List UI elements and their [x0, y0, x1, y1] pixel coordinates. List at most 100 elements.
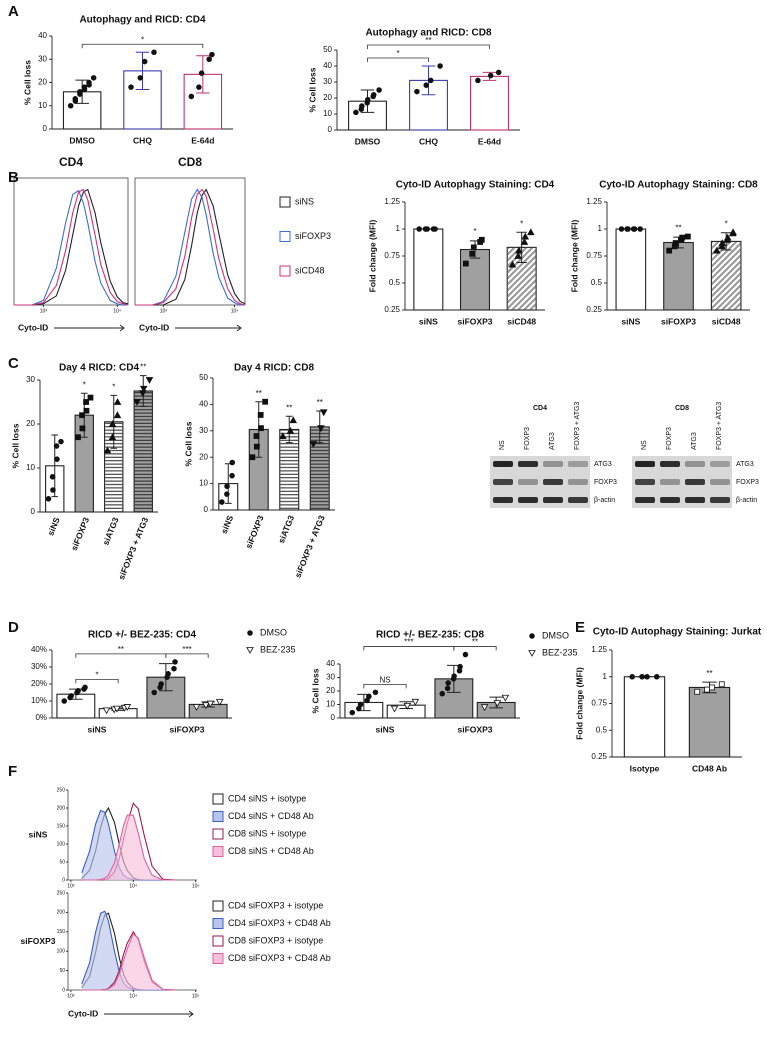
bar [470, 75, 509, 131]
lane-label: ATG3 [691, 432, 698, 450]
x-tick-label: siNS [88, 724, 107, 734]
x-tick-label: 10⁴ [129, 993, 137, 999]
data-point [390, 705, 399, 713]
legend-label: CD8 siNS + CD48 Ab [228, 846, 314, 856]
y-tick-label: 40% [31, 645, 47, 654]
legend-label: CD4 siFOXP3 + isotype [228, 900, 323, 910]
data-point [102, 707, 111, 715]
density-line [135, 188, 246, 306]
blot-band [493, 497, 513, 503]
blot-band [543, 497, 563, 503]
data-point [631, 226, 638, 232]
data-point [81, 84, 88, 90]
data-point [644, 673, 650, 680]
bar [688, 686, 731, 758]
y-tick-label: 20 [199, 452, 208, 461]
x-tick-label: siCD48 [507, 316, 536, 326]
data-point [493, 700, 502, 708]
data-point [376, 87, 382, 93]
y-tick-label: 10 [199, 479, 208, 488]
data-point [72, 96, 79, 102]
band-label: ATG3 [594, 461, 612, 468]
significance-bracket [75, 679, 119, 684]
band-label: β-actin [736, 497, 757, 504]
data-point [424, 226, 430, 232]
y-tick-label: 20 [26, 419, 35, 428]
data-point [165, 671, 171, 677]
data-point [357, 701, 364, 708]
density-area [81, 810, 177, 880]
row-label: siFOXP3 [21, 936, 56, 946]
data-point [229, 472, 235, 479]
data-point [123, 704, 132, 711]
x-tick-label: E-64d [191, 135, 214, 145]
data-point [654, 673, 660, 680]
x-tick-label: siATG3 [101, 516, 121, 547]
data-point [359, 103, 365, 109]
x-tick-label: DMSO [355, 136, 381, 146]
data-point [309, 441, 318, 448]
data-point [470, 244, 477, 251]
data-point [249, 454, 256, 461]
data-point [246, 647, 254, 654]
data-point [444, 685, 451, 692]
y-tick-label: 30 [38, 54, 47, 63]
y-tick-label: 50 [59, 968, 65, 974]
x-tick-label: siNS [376, 724, 395, 734]
data-point [82, 684, 88, 691]
data-point [75, 434, 81, 441]
data-point [501, 694, 510, 702]
data-point [414, 88, 420, 95]
density-line [81, 814, 177, 881]
data-point [618, 226, 625, 232]
data-point [58, 438, 64, 445]
data-point [370, 92, 377, 98]
y-tick-label: 0.75 [586, 251, 602, 260]
significance-bracket [75, 653, 167, 658]
data-point [103, 446, 112, 454]
data-point [172, 659, 178, 665]
data-point [520, 238, 529, 245]
data-point [279, 432, 287, 439]
significance-bracket [367, 57, 429, 62]
y-tick-label: 100 [57, 841, 66, 847]
y-tick-label: 0.5 [389, 278, 401, 287]
x-axis-arrow [54, 324, 125, 332]
band-label: β-actin [594, 497, 615, 504]
panel-label: A [8, 3, 19, 20]
significance-label: ** [317, 398, 323, 407]
x-tick-label: siNS [621, 316, 640, 326]
data-point [514, 252, 522, 259]
x-tick-label: 10³ [40, 308, 48, 314]
x-tick-label: CHQ [419, 136, 438, 146]
blot-band [710, 461, 730, 467]
legend-label: CD8 siFOXP3 + CD48 Ab [228, 953, 331, 963]
data-point [527, 228, 535, 236]
data-point [679, 234, 686, 241]
legend-label: CD4 siNS + isotype [228, 793, 306, 803]
data-point [528, 650, 536, 657]
blot-band [685, 497, 705, 503]
significance-label: * [95, 671, 98, 680]
lane-label: FOXP3 + ATG3 [716, 402, 723, 450]
bar [459, 248, 491, 311]
data-point [90, 75, 97, 81]
legend-swatch [212, 900, 224, 912]
chart-title: Day 4 RICD: CD4 [59, 363, 139, 374]
x-axis-arrow [104, 1010, 194, 1018]
density-line [81, 933, 177, 991]
legend-label: CD8 siFOXP3 + isotype [228, 935, 323, 945]
chart-title: RICD +/- BEZ-235: CD8 [376, 630, 485, 641]
data-point [133, 399, 141, 406]
x-tick-label: DMSO [69, 135, 95, 145]
data-point [718, 681, 725, 688]
data-point [68, 693, 74, 699]
data-point [53, 443, 60, 449]
data-point [445, 680, 451, 686]
data-point [83, 407, 90, 414]
blot-band [635, 461, 655, 467]
bar [615, 228, 647, 311]
data-point [215, 698, 224, 706]
density-line [135, 188, 246, 306]
significance-label: ** [706, 669, 712, 678]
